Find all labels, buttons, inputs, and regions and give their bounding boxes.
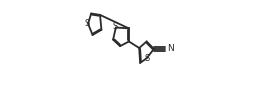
Text: S: S bbox=[144, 55, 150, 63]
Text: S: S bbox=[85, 19, 90, 28]
Text: N: N bbox=[167, 44, 173, 53]
Text: S: S bbox=[113, 22, 118, 31]
